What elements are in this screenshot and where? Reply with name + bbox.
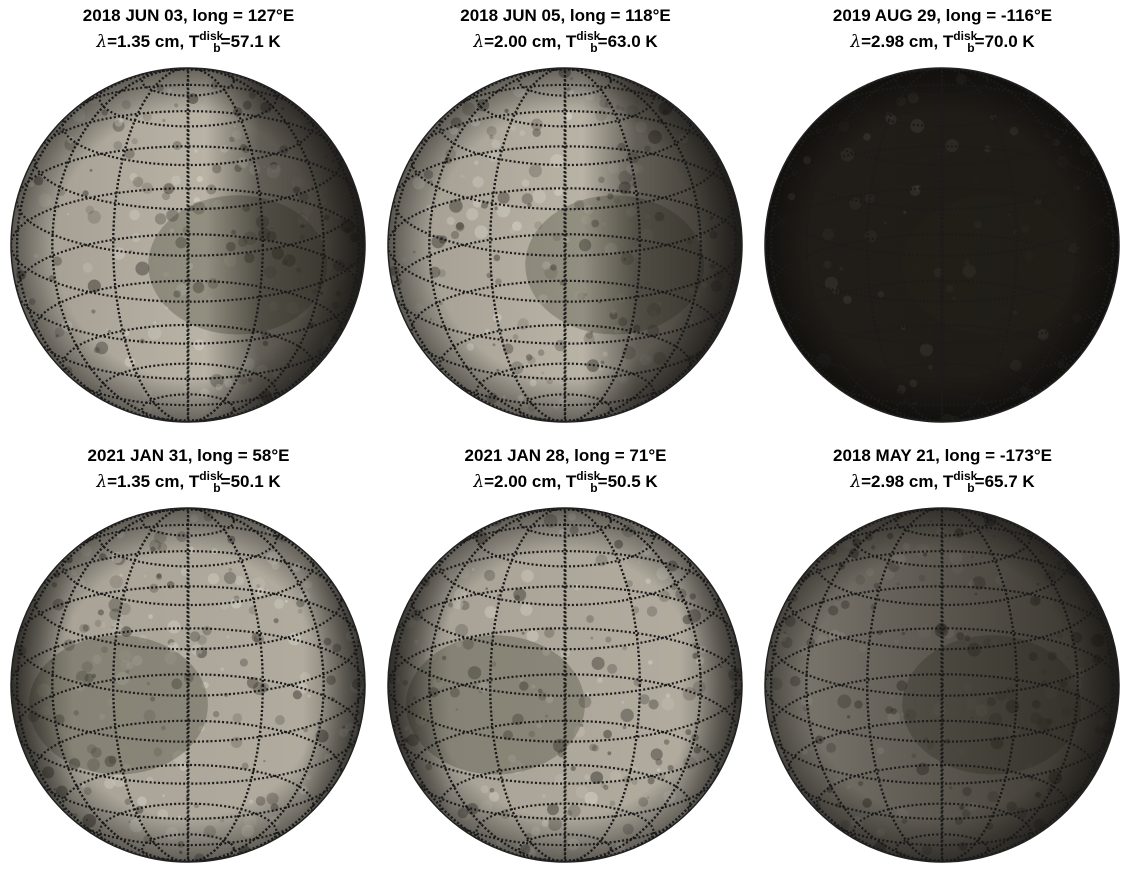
- brightness-temperature: =50.1 K: [220, 472, 281, 491]
- longitude-line: [940, 507, 944, 863]
- panel-title: 2021 JAN 31, long = 58°E λ=1.35 cm, Tdis…: [0, 444, 377, 494]
- panel-1: 2018 JUN 03, long = 127°E λ=1.35 cm, Tdi…: [0, 0, 377, 440]
- moon-globe: [387, 507, 743, 863]
- globe-limb: [387, 507, 743, 863]
- longitude-label: long = -116°E: [945, 6, 1053, 25]
- latitude-line: [787, 110, 1097, 211]
- latitude-line: [895, 67, 989, 97]
- subtitle: λ=2.00 cm, Tdiskb=63.0 K: [473, 29, 658, 55]
- panel-3: 2019 AUG 29, long = -116°E λ=2.98 cm, Td…: [754, 0, 1131, 440]
- subtitle: λ=2.98 cm, Tdiskb=70.0 K: [850, 29, 1035, 55]
- latitude-line: [410, 279, 720, 380]
- longitude-line: [428, 507, 702, 863]
- date-label: 2018 JUN 03: [82, 6, 183, 25]
- wavelength-value: =1.35 cm: [107, 472, 180, 491]
- latitude-line: [33, 279, 343, 380]
- subtitle: λ=1.35 cm, Tdiskb=50.1 K: [96, 469, 281, 495]
- moon-globe: [764, 507, 1120, 863]
- brightness-temperature: =70.0 K: [974, 32, 1035, 51]
- latitude-line: [410, 110, 720, 211]
- longitude-line: [563, 67, 567, 423]
- latitude-line: [410, 719, 720, 820]
- longitude-line: [51, 67, 325, 423]
- moon-globe: [387, 67, 743, 423]
- latitude-line: [141, 67, 235, 97]
- latitude-line: [33, 110, 343, 211]
- panel-5: 2021 JAN 28, long = 71°E λ=2.00 cm, Tdis…: [377, 440, 754, 880]
- latitude-line: [895, 507, 989, 537]
- wavelength-value: =1.35 cm: [107, 32, 180, 51]
- subtitle: λ=2.00 cm, Tdiskb=50.5 K: [473, 469, 658, 495]
- longitude-line: [186, 67, 190, 423]
- panel-title: 2021 JAN 28, long = 71°E λ=2.00 cm, Tdis…: [377, 444, 754, 494]
- latitude-line: [787, 719, 1097, 820]
- latitude-line: [518, 67, 612, 97]
- brightness-temperature: =65.7 K: [974, 472, 1035, 491]
- latitude-line: [787, 550, 1097, 651]
- subtitle: λ=2.98 cm, Tdiskb=65.7 K: [850, 469, 1035, 495]
- longitude-label: long = 118°E: [569, 6, 671, 25]
- panel-4: 2021 JAN 31, long = 58°E λ=1.35 cm, Tdis…: [0, 440, 377, 880]
- latitude-line: [33, 550, 343, 651]
- brightness-temperature: =63.0 K: [597, 32, 658, 51]
- longitude-line: [186, 507, 190, 863]
- date-label: 2019 AUG 29: [832, 6, 937, 25]
- subtitle: λ=1.35 cm, Tdiskb=57.1 K: [96, 29, 281, 55]
- date-label: 2018 MAY 21: [833, 446, 936, 465]
- wavelength-value: =2.00 cm: [484, 472, 557, 491]
- longitude-line: [940, 67, 944, 423]
- longitude-line: [489, 67, 641, 423]
- longitude-line: [112, 507, 264, 863]
- panel-title: 2019 AUG 29, long = -116°E λ=2.98 cm, Td…: [754, 4, 1131, 54]
- brightness-temperature: =50.5 K: [597, 472, 658, 491]
- longitude-line: [805, 507, 1079, 863]
- moon-globe: [10, 67, 366, 423]
- wavelength-value: =2.00 cm: [484, 32, 557, 51]
- globe-limb: [387, 67, 743, 423]
- date-label: 2021 JAN 31: [87, 446, 188, 465]
- longitude-line: [428, 67, 702, 423]
- latitude-line: [410, 550, 720, 651]
- longitude-label: long = 71°E: [574, 446, 667, 465]
- longitude-line: [866, 67, 1018, 423]
- longitude-line: [866, 507, 1018, 863]
- longitude-line: [15, 507, 361, 863]
- date-label: 2021 JAN 28: [464, 446, 565, 465]
- panel-6: 2018 MAY 21, long = -173°E λ=2.98 cm, Td…: [754, 440, 1131, 880]
- moon-globe: [10, 507, 366, 863]
- globe-limb: [10, 507, 366, 863]
- longitude-line: [112, 67, 264, 423]
- wavelength-value: =2.98 cm: [861, 32, 934, 51]
- longitude-line: [805, 67, 1079, 423]
- latitude-line: [141, 507, 235, 537]
- moon-globe: [764, 67, 1120, 423]
- wavelength-value: =2.98 cm: [861, 472, 934, 491]
- globe-limb: [764, 67, 1120, 423]
- longitude-line: [392, 67, 738, 423]
- longitude-line: [769, 507, 1115, 863]
- longitude-line: [563, 507, 567, 863]
- date-label: 2018 JUN 05: [460, 6, 561, 25]
- latitude-line: [518, 507, 612, 537]
- longitude-label: long = 58°E: [197, 446, 290, 465]
- globe-limb: [10, 67, 366, 423]
- longitude-line: [392, 507, 738, 863]
- panel-title: 2018 JUN 03, long = 127°E λ=1.35 cm, Tdi…: [0, 4, 377, 54]
- globe-limb: [764, 507, 1120, 863]
- longitude-line: [489, 507, 641, 863]
- longitude-label: long = 127°E: [192, 6, 295, 25]
- longitude-line: [15, 67, 361, 423]
- latitude-line: [787, 279, 1097, 380]
- panel-2: 2018 JUN 05, long = 118°E λ=2.00 cm, Tdi…: [377, 0, 754, 440]
- brightness-temperature: =57.1 K: [220, 32, 281, 51]
- longitude-label: long = -173°E: [944, 446, 1052, 465]
- longitude-line: [769, 67, 1115, 423]
- panel-title: 2018 JUN 05, long = 118°E λ=2.00 cm, Tdi…: [377, 4, 754, 54]
- longitude-line: [51, 507, 325, 863]
- panel-title: 2018 MAY 21, long = -173°E λ=2.98 cm, Td…: [754, 444, 1131, 494]
- latitude-line: [33, 719, 343, 820]
